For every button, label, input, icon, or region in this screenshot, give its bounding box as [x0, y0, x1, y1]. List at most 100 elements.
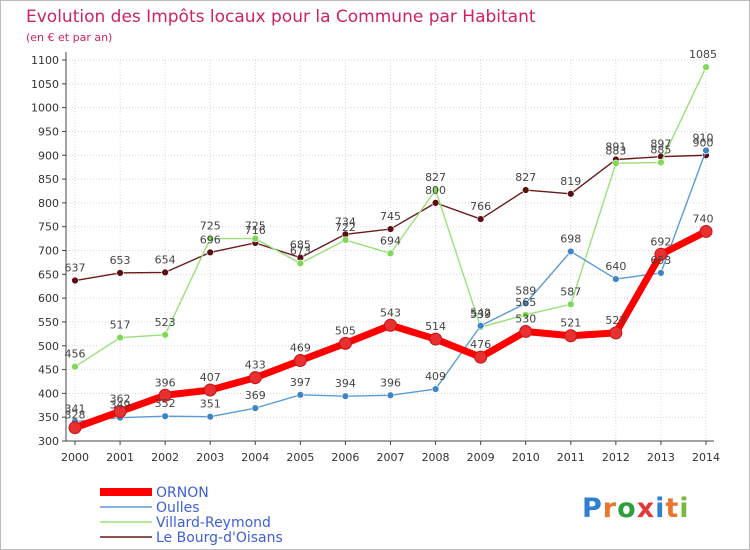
- data-label-oulles-2005: 397: [290, 376, 311, 389]
- proxiti-logo-letter: P: [582, 493, 603, 524]
- data-label-villard-reymond-2010: 565: [515, 296, 536, 309]
- point-ornon-2014: [699, 224, 713, 238]
- point-le-bourg-d-oisans-2011: [567, 190, 575, 198]
- point-villard-reymond-2014: [702, 63, 710, 71]
- data-label-le-bourg-d-oisans-2005: 685: [290, 239, 311, 252]
- data-label-le-bourg-d-oisans-2011: 819: [560, 175, 581, 188]
- x-tick-label-2006: 2006: [331, 451, 359, 464]
- point-villard-reymond-2002: [161, 331, 169, 339]
- data-label-le-bourg-d-oisans-2004: 716: [245, 224, 266, 237]
- data-label-ornon-2001: 362: [110, 392, 131, 405]
- y-tick-label-850: 850: [38, 173, 59, 186]
- point-le-bourg-d-oisans-2002: [161, 268, 169, 277]
- data-label-ornon-2006: 505: [335, 324, 356, 337]
- point-villard-reymond-2010: [522, 311, 530, 319]
- data-label-oulles-2007: 396: [380, 376, 401, 389]
- point-le-bourg-d-oisans-2001: [116, 269, 124, 277]
- point-villard-reymond-2012: [612, 159, 620, 168]
- point-oulles-2012: [612, 275, 620, 283]
- data-label-villard-reymond-2006: 722: [335, 221, 356, 234]
- chart-title: Evolution des Impôts locaux pour la Comm…: [26, 7, 536, 27]
- data-label-ornon-2004: 433: [245, 359, 266, 372]
- data-label-oulles-2009: 542: [470, 307, 491, 320]
- y-tick-label-650: 650: [38, 268, 59, 281]
- data-label-villard-reymond-2012: 883: [605, 144, 626, 157]
- axis-layer: 3003504004505005506006507007508008509009…: [31, 52, 720, 464]
- x-tick-label-2014: 2014: [692, 451, 720, 464]
- point-villard-reymond-2013: [657, 158, 665, 167]
- legend-label-le-bourg-d-oisans: Le Bourg-d'Oisans: [156, 530, 283, 546]
- data-label-ornon-2000: 328: [65, 409, 86, 422]
- data-label-ornon-2014: 740: [693, 212, 714, 225]
- point-le-bourg-d-oisans-2000: [71, 276, 79, 285]
- x-tick-label-2011: 2011: [557, 451, 585, 464]
- y-tick-label-550: 550: [38, 316, 59, 329]
- point-oulles-2002: [161, 412, 169, 420]
- point-ornon-2008: [429, 332, 443, 346]
- point-ornon-2004: [248, 371, 262, 385]
- point-ornon-2000: [68, 421, 82, 435]
- point-oulles-2014: [702, 146, 710, 155]
- data-label-oulles-2014: 910: [693, 131, 714, 144]
- data-label-oulles-2012: 640: [605, 260, 626, 273]
- y-tick-label-900: 900: [38, 149, 59, 162]
- data-label-le-bourg-d-oisans-2000: 637: [65, 262, 86, 275]
- data-label-ornon-2011: 521: [560, 317, 581, 330]
- point-ornon-2012: [609, 326, 623, 340]
- y-tick-label-500: 500: [38, 340, 59, 353]
- data-label-oulles-2010: 589: [515, 284, 536, 297]
- point-oulles-2005: [296, 391, 305, 399]
- data-label-villard-reymond-2009: 539: [470, 308, 491, 321]
- data-label-oulles-2011: 698: [560, 232, 581, 245]
- point-oulles-2008: [431, 385, 440, 393]
- point-villard-reymond-2008: [431, 186, 440, 194]
- data-label-villard-reymond-2004: 725: [245, 220, 266, 233]
- proxiti-logo: Proxiti: [582, 493, 690, 524]
- point-ornon-2010: [519, 324, 533, 338]
- data-label-ornon-2009: 476: [470, 338, 491, 351]
- point-le-bourg-d-oisans-2007: [386, 225, 395, 233]
- plot-area: [66, 60, 706, 441]
- point-oulles-2006: [341, 392, 350, 400]
- proxiti-logo-letter: r: [603, 493, 617, 524]
- data-label-le-bourg-d-oisans-2007: 745: [380, 210, 401, 223]
- y-tick-label-800: 800: [38, 197, 59, 210]
- point-ornon-2007: [384, 318, 397, 332]
- data-label-le-bourg-d-oisans-2010: 827: [515, 171, 536, 184]
- y-tick-label-600: 600: [38, 292, 59, 305]
- data-label-le-bourg-d-oisans-2013: 897: [650, 138, 671, 151]
- point-villard-reymond-2001: [116, 333, 124, 342]
- point-le-bourg-d-oisans-2010: [522, 186, 530, 194]
- point-le-bourg-d-oisans-2003: [206, 248, 214, 257]
- data-label-ornon-2003: 407: [200, 371, 221, 384]
- data-label-oulles-2004: 369: [245, 389, 266, 402]
- y-tick-label-950: 950: [38, 125, 59, 138]
- proxiti-logo-letter: x: [637, 493, 655, 524]
- proxiti-logo-letter: t: [665, 493, 679, 524]
- point-villard-reymond-2005: [296, 259, 305, 268]
- point-ornon-2011: [564, 329, 578, 343]
- proxiti-logo-letter: i: [679, 493, 689, 524]
- x-tick-label-2000: 2000: [61, 451, 89, 464]
- data-label-oulles-2001: 349: [110, 399, 131, 412]
- point-villard-reymond-2003: [206, 234, 214, 243]
- data-label-villard-reymond-2005: 673: [290, 244, 311, 257]
- x-tick-label-2010: 2010: [512, 451, 540, 464]
- data-label-ornon-2002: 396: [155, 376, 176, 389]
- x-tick-label-2001: 2001: [106, 451, 134, 464]
- proxiti-logo-text: Proxiti: [582, 493, 690, 524]
- data-label-villard-reymond-2002: 523: [155, 316, 176, 329]
- point-oulles-2009: [476, 322, 485, 330]
- data-label-oulles-2003: 351: [200, 398, 221, 411]
- x-tick-label-2013: 2013: [647, 451, 675, 464]
- point-oulles-2004: [251, 404, 259, 412]
- y-tick-label-300: 300: [38, 435, 59, 448]
- data-label-villard-reymond-2013: 885: [650, 143, 671, 156]
- point-ornon-2002: [158, 388, 172, 402]
- x-tick-label-2002: 2002: [151, 451, 179, 464]
- point-villard-reymond-2007: [386, 249, 395, 258]
- x-tick-label-2005: 2005: [286, 451, 314, 464]
